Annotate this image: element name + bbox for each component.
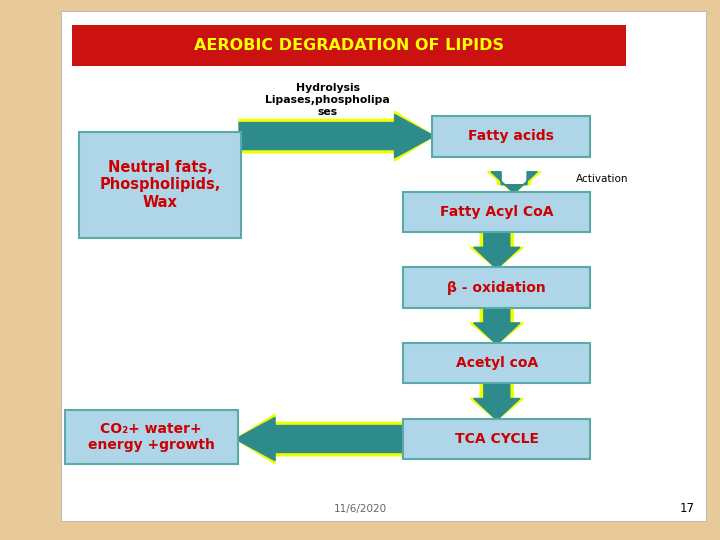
Text: Hydrolysis
Lipases,phospholipa
ses: Hydrolysis Lipases,phospholipa ses — [265, 83, 390, 117]
FancyBboxPatch shape — [61, 11, 706, 521]
Text: 11/6/2020: 11/6/2020 — [333, 504, 387, 514]
FancyBboxPatch shape — [432, 116, 590, 157]
FancyArrow shape — [470, 381, 523, 420]
FancyBboxPatch shape — [72, 25, 626, 66]
FancyArrow shape — [235, 417, 405, 461]
Text: Acetyl coA: Acetyl coA — [456, 356, 538, 370]
FancyBboxPatch shape — [403, 343, 590, 383]
FancyBboxPatch shape — [403, 267, 590, 308]
Text: Neutral fats,
Phospholipids,
Wax: Neutral fats, Phospholipids, Wax — [99, 160, 221, 210]
FancyArrow shape — [474, 381, 520, 420]
FancyBboxPatch shape — [79, 132, 241, 238]
Text: Activation: Activation — [576, 174, 629, 184]
FancyBboxPatch shape — [403, 192, 590, 232]
FancyArrow shape — [474, 230, 520, 269]
Text: 17: 17 — [680, 502, 695, 515]
FancyArrow shape — [235, 414, 405, 464]
FancyBboxPatch shape — [65, 410, 238, 464]
FancyArrow shape — [474, 306, 520, 345]
FancyArrow shape — [470, 306, 523, 345]
Text: Fatty Acyl CoA: Fatty Acyl CoA — [440, 205, 554, 219]
FancyArrow shape — [491, 172, 537, 193]
Text: Fatty acids: Fatty acids — [468, 130, 554, 143]
FancyArrow shape — [239, 114, 434, 158]
Text: CO₂+ water+
energy +growth: CO₂+ water+ energy +growth — [88, 422, 215, 453]
Text: β - oxidation: β - oxidation — [447, 281, 546, 294]
Text: TCA CYCLE: TCA CYCLE — [455, 432, 539, 445]
FancyArrow shape — [470, 230, 523, 269]
FancyBboxPatch shape — [403, 418, 590, 459]
FancyArrow shape — [239, 111, 434, 161]
Text: AEROBIC DEGRADATION OF LIPIDS: AEROBIC DEGRADATION OF LIPIDS — [194, 38, 504, 53]
FancyArrow shape — [487, 172, 541, 193]
